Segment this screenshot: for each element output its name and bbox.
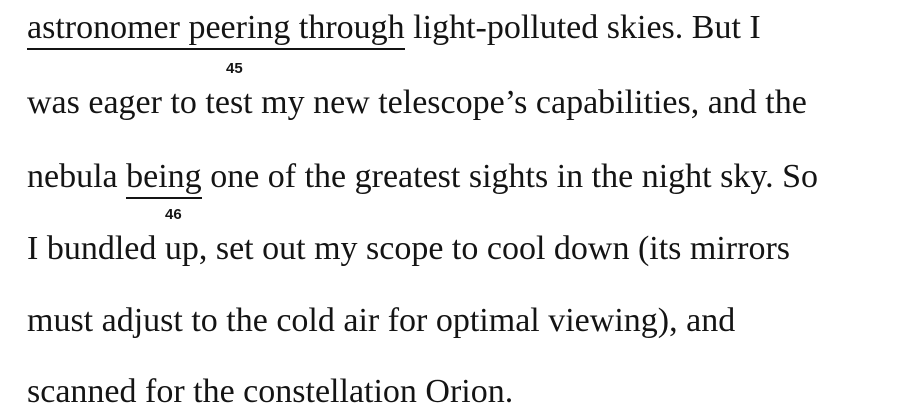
- passage-line-6: scanned for the constellation Orion.: [27, 373, 514, 410]
- question-number-45: 45: [226, 60, 243, 77]
- passage-line-2: was eager to test my new telescope’s cap…: [27, 84, 807, 121]
- passage-line-4: I bundled up, set out my scope to cool d…: [27, 230, 791, 267]
- line-3-before: nebula: [27, 158, 127, 195]
- line-1-rest: light-polluted skies. But I: [404, 9, 761, 46]
- passage-line-1: astronomer peering through light-pollute…: [27, 8, 761, 50]
- underlined-phrase-46: being: [126, 158, 202, 199]
- underlined-phrase-45: astronomer peering through: [27, 9, 405, 50]
- question-number-46: 46: [165, 206, 182, 223]
- passage-line-3: nebula being one of the greatest sights …: [27, 157, 819, 199]
- line-3-after: one of the greatest sights in the night …: [201, 158, 819, 195]
- passage-line-5: must adjust to the cold air for optimal …: [27, 302, 736, 339]
